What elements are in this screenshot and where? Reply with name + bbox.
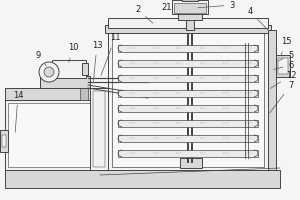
Bar: [40, 76, 90, 88]
Bar: [108, 18, 268, 28]
Bar: [118, 45, 258, 52]
Bar: [52, 60, 86, 78]
Text: 2: 2: [135, 5, 153, 23]
Bar: [82, 63, 88, 75]
Bar: [93, 91, 105, 167]
Text: 11: 11: [101, 33, 120, 75]
Bar: [118, 135, 258, 142]
Bar: [118, 150, 258, 157]
Text: 4: 4: [248, 7, 268, 30]
Bar: [108, 30, 268, 170]
Text: 7: 7: [270, 80, 294, 113]
Bar: [276, 55, 290, 77]
Bar: [118, 75, 258, 82]
Text: 12: 12: [270, 71, 296, 88]
Bar: [5, 170, 280, 188]
Text: 10: 10: [68, 44, 78, 62]
Text: 9: 9: [35, 50, 46, 66]
Text: 14: 14: [13, 90, 23, 132]
Bar: [118, 90, 258, 97]
Circle shape: [44, 67, 54, 77]
Bar: [0, 130, 8, 152]
Circle shape: [39, 62, 59, 82]
Bar: [174, 3, 206, 13]
Bar: [186, 15, 194, 30]
Text: 15: 15: [281, 38, 291, 55]
Text: 13: 13: [92, 40, 102, 82]
Bar: [80, 88, 88, 100]
Bar: [5, 88, 95, 100]
Bar: [180, 158, 202, 168]
Bar: [278, 58, 288, 74]
Bar: [178, 12, 202, 20]
Bar: [105, 25, 271, 33]
Bar: [118, 120, 258, 127]
Text: 6: 6: [274, 60, 294, 70]
Text: 3: 3: [198, 0, 235, 9]
Bar: [5, 100, 95, 170]
Bar: [268, 30, 276, 170]
Bar: [112, 33, 264, 167]
Bar: [41, 70, 49, 74]
Text: 5: 5: [278, 50, 294, 61]
Bar: [172, 0, 208, 14]
Bar: [90, 88, 108, 170]
Bar: [118, 105, 258, 112]
Bar: [8, 103, 92, 167]
Bar: [2, 135, 6, 147]
Text: 21: 21: [162, 3, 178, 14]
Bar: [118, 60, 258, 67]
Bar: [182, 0, 198, 1]
